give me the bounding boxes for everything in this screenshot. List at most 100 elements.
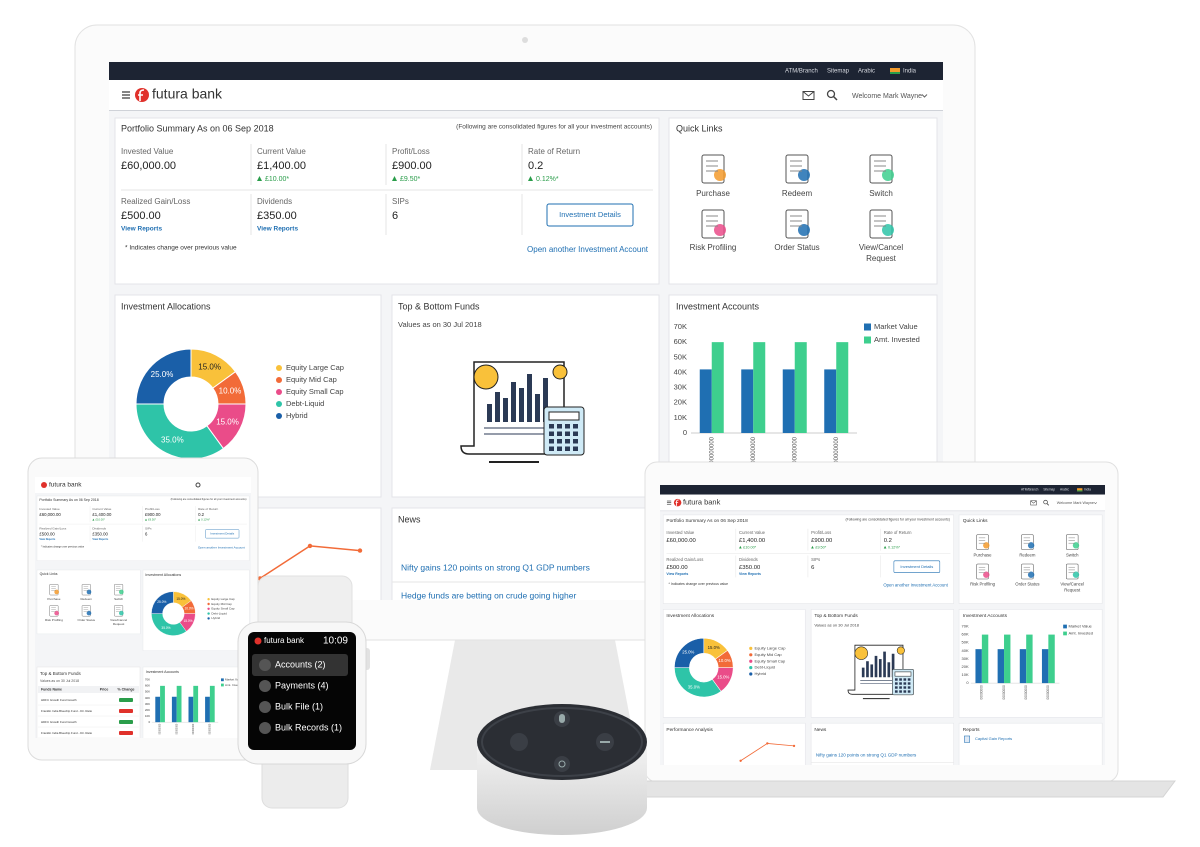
- menu-item[interactable]: Bulk Records (1): [275, 722, 342, 732]
- quick-link-accent: [714, 224, 726, 236]
- legend-label: Equity Small Cap: [286, 387, 344, 396]
- laptop-content: [660, 485, 1105, 765]
- menu-item[interactable]: Payments (4): [275, 680, 329, 690]
- tablet-header: [35, 477, 251, 493]
- legend-label: Equity Large Cap: [286, 363, 344, 372]
- illustration-bar: [503, 398, 508, 422]
- illustration-bar: [487, 404, 492, 422]
- quick-link-accent: [798, 224, 810, 236]
- quick-link[interactable]: Redeem: [782, 154, 813, 198]
- bar: [782, 369, 795, 433]
- chevron: [921, 94, 928, 98]
- metric-label: Realized Gain/Loss: [121, 197, 190, 206]
- panel: [391, 507, 660, 600]
- button-label[interactable]: Investment Details: [559, 210, 621, 219]
- metric-value: 0.2: [528, 160, 543, 172]
- quick-link-label: Purchase: [696, 189, 730, 198]
- menu-item[interactable]: Accounts (2): [275, 659, 326, 669]
- menu-item[interactable]: Bulk File (1): [275, 701, 323, 711]
- calculator-key: [549, 439, 554, 444]
- smart-speaker: [477, 704, 647, 835]
- news-link[interactable]: Nifty gains 120 points on strong Q1 GDP …: [401, 562, 590, 572]
- quick-link[interactable]: Risk Profiling: [690, 209, 737, 252]
- fund-name: HDFC Growth Fund Growth: [41, 720, 77, 724]
- legend-swatch: [276, 365, 282, 371]
- laptop-base: [611, 780, 1176, 798]
- button[interactable]: [546, 203, 634, 227]
- tablet-search: [195, 482, 201, 488]
- top-link[interactable]: Sitemap: [827, 69, 850, 75]
- footnote: * Indicates change over previous value: [125, 245, 237, 252]
- metric-value: £60,000.00: [121, 160, 176, 172]
- news: News Nifty gains 120 points on strong Q1 …: [391, 507, 660, 600]
- quick-link[interactable]: Order Status: [774, 209, 820, 252]
- quick-link[interactable]: View/Cancel Request: [859, 209, 904, 263]
- illustration-coin-small: [552, 364, 568, 380]
- calculator-key: [557, 424, 562, 429]
- bar: [824, 369, 837, 433]
- metric-label: Rate of Return: [528, 147, 580, 156]
- table-header: [38, 686, 139, 693]
- calculator-key: [549, 446, 554, 451]
- line-point: [357, 548, 363, 553]
- table-column: Price: [100, 687, 109, 691]
- top-bar: [109, 62, 943, 80]
- panel-title: News: [398, 514, 421, 524]
- watch-highlight: [252, 654, 348, 676]
- metric-value: 6: [392, 210, 398, 222]
- table-column: % Change: [118, 687, 135, 691]
- tablet-quick-links: [36, 569, 141, 635]
- quick-link-label: Risk Profiling: [690, 243, 737, 252]
- fund-name: Franklin India Bluechip Fund - Dir. Rati…: [41, 731, 92, 735]
- laptop: [611, 461, 1176, 798]
- tablet-brand: futura bank: [49, 482, 82, 489]
- watch: futura bank 10:09 Accounts (2) Payments (4)…: [237, 575, 370, 809]
- news-link[interactable]: Hedge funds are betting on crude going h…: [401, 590, 576, 600]
- search-icon: [826, 89, 836, 99]
- calculator-key: [573, 439, 578, 444]
- metric-label: Dividends: [257, 197, 292, 206]
- menu-icon: [259, 722, 271, 734]
- up-arrow: [392, 176, 397, 181]
- watch-logo: [254, 637, 262, 645]
- fund-name: Franklin India Bluechip Fund - Dir. Rati…: [41, 709, 92, 713]
- quick-link[interactable]: Switch: [869, 154, 894, 198]
- watch-time: 10:09: [323, 636, 348, 647]
- view-reports[interactable]: View Reports: [121, 226, 162, 233]
- up-arrow: [528, 176, 533, 181]
- top-link[interactable]: India: [903, 69, 917, 75]
- tablet-accounts: [142, 666, 251, 738]
- panel-title: Quick Links: [676, 123, 723, 133]
- view-reports[interactable]: View Reports: [257, 226, 298, 233]
- legend-label: Debt-Liquid: [286, 399, 324, 408]
- metric-label: Invested Value: [121, 147, 174, 156]
- metric-change: 0.12%*: [536, 176, 559, 183]
- slice-label: 15.0%: [216, 418, 239, 427]
- top-link[interactable]: ATM/Branch: [785, 69, 818, 75]
- bar: [711, 342, 724, 433]
- illustration-bar: [511, 382, 516, 422]
- top-link[interactable]: Arabic: [858, 69, 875, 75]
- quick-link-label: Order Status: [774, 243, 819, 252]
- speaker-button: [554, 756, 570, 772]
- tablet-funds-panel: [36, 666, 141, 738]
- tablet-content: futura bank Top & Bottom Funds Values as o…: [35, 477, 251, 738]
- y-tick-label: 40K: [674, 367, 687, 376]
- panel: [114, 117, 660, 285]
- metric-label: Profit/Loss: [392, 147, 430, 156]
- calculator-key: [573, 446, 578, 451]
- panel-title: Investment Accounts: [676, 301, 760, 311]
- legend-swatch: [276, 389, 282, 395]
- open-account-link[interactable]: Open another Investment Account: [527, 245, 649, 254]
- slice-label: 25.0%: [151, 370, 174, 379]
- calculator-key: [557, 446, 562, 451]
- calculator-key: [557, 439, 562, 444]
- y-tick-label: 70K: [674, 322, 687, 331]
- tablet: futura bank Top & Bottom Funds Values as o…: [27, 457, 259, 761]
- x-tick-label: 00000000: [792, 436, 798, 463]
- quick-link[interactable]: Purchase: [696, 154, 730, 198]
- table-column: Funds Name: [41, 687, 62, 691]
- metric-value: £900.00: [392, 160, 432, 172]
